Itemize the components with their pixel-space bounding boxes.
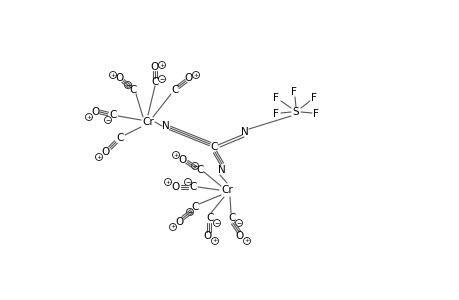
Text: N: N [162,121,169,131]
Text: +: + [212,238,217,244]
Text: O: O [92,107,100,117]
Text: −: − [236,220,241,226]
Text: Cr: Cr [142,117,154,127]
Text: −: − [105,118,110,122]
Text: C: C [171,85,178,95]
Text: O: O [116,73,124,83]
Text: −: − [125,82,130,88]
Text: F: F [291,87,297,97]
Text: −: − [214,220,219,226]
Text: O: O [175,217,184,227]
Text: C: C [129,85,136,95]
Text: +: + [170,224,175,230]
Text: +: + [244,238,249,244]
Text: C: C [191,202,198,212]
Text: O: O [203,231,212,241]
Text: O: O [185,73,193,83]
Text: +: + [165,179,170,184]
Text: C: C [228,213,235,223]
Text: C: C [206,213,213,223]
Text: Cr: Cr [221,185,232,195]
Text: F: F [273,109,278,119]
Text: −: − [187,209,192,214]
Text: C: C [189,182,196,192]
Text: −: − [159,76,164,82]
Text: +: + [96,154,101,160]
Text: C: C [109,110,117,120]
Text: −: − [185,179,190,184]
Text: O: O [101,147,110,157]
Text: +: + [159,62,164,68]
Text: O: O [151,62,159,72]
Text: F: F [313,109,318,119]
Text: +: + [110,73,115,77]
Text: F: F [310,93,316,103]
Text: O: O [235,231,244,241]
Text: S: S [292,107,299,117]
Text: F: F [273,93,278,103]
Text: C: C [210,142,217,152]
Text: N: N [241,127,248,137]
Text: O: O [179,155,187,165]
Text: C: C [196,165,203,175]
Text: N: N [218,165,225,175]
Text: +: + [193,73,198,77]
Text: O: O [172,182,180,192]
Text: +: + [173,152,178,158]
Text: −: − [192,164,197,169]
Text: +: + [86,115,91,119]
Text: C: C [116,133,123,143]
Text: C: C [151,77,158,87]
